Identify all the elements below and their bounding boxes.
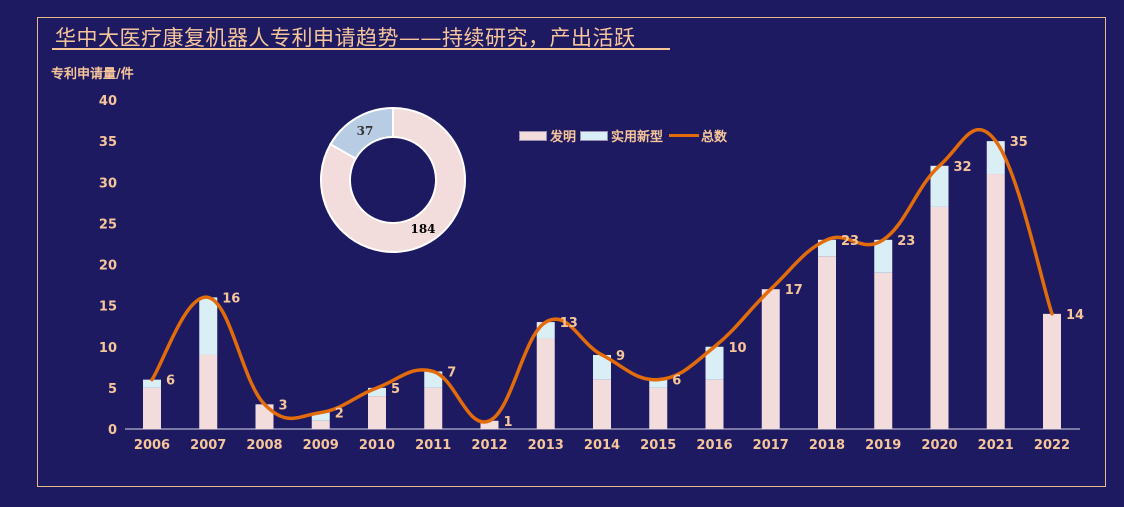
bar-invention bbox=[368, 396, 386, 429]
legend: 发明 实用新型 总数 bbox=[519, 126, 731, 145]
bar-invention bbox=[311, 420, 330, 429]
bar-invention bbox=[761, 289, 780, 429]
legend-swatch-invention bbox=[519, 130, 547, 141]
legend-swatch-total bbox=[669, 134, 700, 137]
x-tick-label: 2012 bbox=[471, 438, 507, 453]
x-tick-label: 2019 bbox=[865, 438, 901, 453]
bar-invention bbox=[199, 354, 218, 429]
line-total bbox=[150, 127, 1054, 424]
x-tick-label: 2014 bbox=[584, 438, 620, 453]
x-tick-label: 2017 bbox=[753, 438, 789, 453]
donut-label-invention: 184 bbox=[410, 222, 435, 236]
y-tick-label: 40 bbox=[99, 94, 117, 109]
data-label-total: 2 bbox=[335, 407, 344, 422]
x-tick-label: 2021 bbox=[978, 438, 1014, 453]
bar-invention bbox=[593, 379, 611, 429]
x-tick-label: 2009 bbox=[303, 438, 339, 453]
bar-utility bbox=[649, 379, 668, 388]
bar-utility bbox=[311, 412, 330, 421]
x-tick-label: 2007 bbox=[190, 438, 226, 453]
donut-slice-utility bbox=[329, 106, 394, 161]
bar-invention bbox=[424, 387, 443, 429]
data-label-total: 1 bbox=[504, 415, 513, 430]
data-label-total: 6 bbox=[672, 374, 681, 389]
chart-frame bbox=[37, 17, 1106, 487]
y-tick-label: 0 bbox=[108, 423, 117, 438]
x-tick-label: 2016 bbox=[696, 438, 732, 453]
bar-utility bbox=[705, 346, 724, 380]
legend-label-utility: 实用新型 bbox=[611, 130, 664, 145]
x-tick-label: 2008 bbox=[246, 438, 282, 453]
data-label-total: 32 bbox=[954, 160, 972, 175]
bar-invention bbox=[818, 256, 836, 429]
bar-invention bbox=[1043, 313, 1061, 429]
legend-label-invention: 发明 bbox=[550, 130, 577, 145]
x-tick-label: 2006 bbox=[134, 438, 170, 453]
x-tick-label: 2018 bbox=[809, 438, 845, 453]
bar-utility bbox=[593, 354, 611, 380]
bar-invention bbox=[874, 272, 893, 429]
bar-invention bbox=[930, 206, 949, 429]
legend-swatch-utility bbox=[580, 130, 609, 141]
bar-invention bbox=[986, 174, 1005, 429]
data-label-total: 23 bbox=[897, 234, 915, 249]
y-tick-label: 35 bbox=[99, 135, 117, 150]
donut-slice-invention bbox=[320, 106, 466, 253]
bar-utility bbox=[874, 239, 893, 273]
chart-title: 华中大医疗康复机器人专利申请趋势——持续研究，产出活跃 bbox=[55, 26, 636, 50]
data-label-total: 14 bbox=[1066, 308, 1084, 323]
x-tick-label: 2022 bbox=[1034, 438, 1070, 453]
bar-utility bbox=[986, 141, 1005, 175]
y-tick-label: 15 bbox=[99, 300, 117, 315]
donut-label-utility: 37 bbox=[357, 124, 374, 138]
x-tick-label: 2010 bbox=[359, 438, 395, 453]
y-tick-label: 25 bbox=[99, 217, 117, 232]
data-label-total: 35 bbox=[1010, 135, 1028, 150]
data-label-total: 3 bbox=[279, 398, 288, 413]
title-underline bbox=[52, 48, 670, 50]
data-label-total: 7 bbox=[447, 365, 456, 380]
data-label-total: 16 bbox=[222, 291, 240, 306]
data-label-total: 5 bbox=[391, 382, 400, 397]
data-label-total: 23 bbox=[841, 234, 859, 249]
x-tick-label: 2011 bbox=[415, 438, 451, 453]
y-tick-label: 10 bbox=[99, 341, 117, 356]
bar-invention bbox=[649, 387, 668, 429]
bar-invention bbox=[536, 338, 555, 429]
y-tick-label: 30 bbox=[99, 176, 117, 191]
data-label-total: 13 bbox=[560, 316, 578, 331]
y-tick-label: 5 bbox=[108, 382, 117, 397]
bar-utility bbox=[930, 165, 949, 207]
data-label-total: 9 bbox=[616, 349, 625, 364]
bar-utility bbox=[424, 371, 443, 388]
bar-utility bbox=[368, 387, 386, 397]
y-tick-label: 20 bbox=[99, 259, 117, 274]
bar-utility bbox=[199, 297, 218, 355]
y-axis-label: 专利申请量/件 bbox=[51, 67, 134, 82]
bar-utility bbox=[143, 379, 161, 388]
bar-invention bbox=[705, 379, 724, 429]
x-tick-label: 2013 bbox=[528, 438, 564, 453]
legend-label-total: 总数 bbox=[701, 130, 728, 145]
data-label-total: 17 bbox=[785, 283, 803, 298]
bar-invention bbox=[143, 387, 161, 429]
data-label-total: 10 bbox=[729, 341, 747, 356]
x-tick-label: 2020 bbox=[921, 438, 957, 453]
bar-invention bbox=[480, 420, 499, 429]
x-tick-label: 2015 bbox=[640, 438, 676, 453]
data-label-total: 6 bbox=[166, 374, 175, 389]
